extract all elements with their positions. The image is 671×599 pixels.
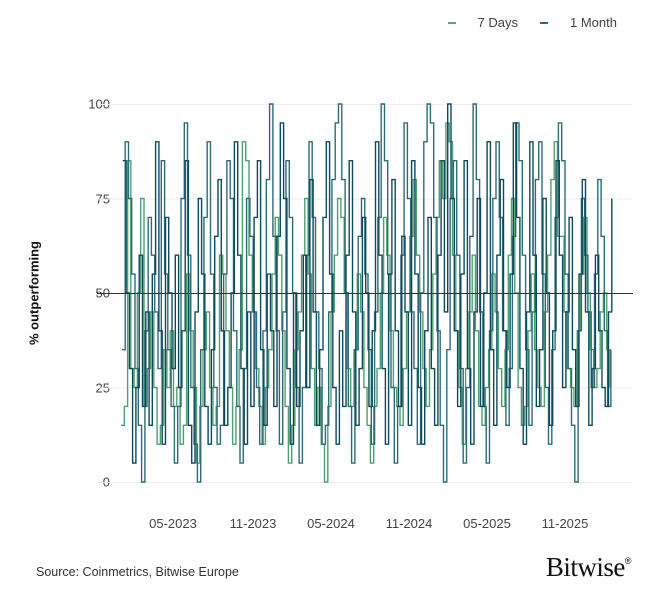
x-tick-05-2025: 05-2025: [463, 516, 511, 531]
x-tick-05-2024: 05-2024: [307, 516, 355, 531]
bitwise-logo: Bitwise®: [545, 552, 632, 583]
legend-swatch-7-days: [447, 21, 456, 24]
series-line: [121, 122, 611, 483]
x-tick-11-2023: 11-2023: [229, 516, 277, 531]
x-tick-05-2023: 05-2023: [149, 516, 197, 531]
legend-label-1-month: 1 Month: [570, 15, 617, 30]
brand-name: Bitwise: [545, 552, 626, 582]
legend-swatch-1-month: [540, 21, 549, 24]
legend-item-7-days[interactable]: 7 Days: [447, 15, 519, 30]
registered-mark: ®: [624, 556, 632, 566]
chart-legend: 7 Days 1 Month: [426, 15, 617, 30]
series-line: [121, 103, 612, 483]
x-tick-11-2024: 11-2024: [385, 516, 433, 531]
legend-item-1-month[interactable]: 1 Month: [540, 15, 617, 30]
source-note: Source: Coinmetrics, Bitwise Europe: [36, 565, 239, 579]
x-tick-11-2025: 11-2025: [541, 516, 589, 531]
legend-label-7-days: 7 Days: [477, 15, 519, 30]
